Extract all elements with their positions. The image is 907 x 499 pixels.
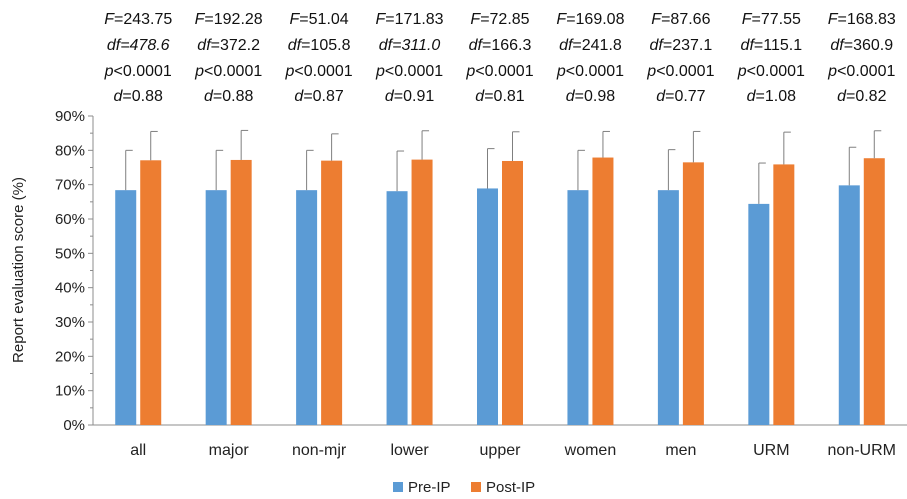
stat-F-label: F=192.28 [195,11,263,28]
y-tick-label: 90% [55,108,85,125]
stat-p-label: p<0.0001 [285,63,353,80]
y-tick-label: 40% [55,280,85,297]
legend-swatch-post-ip [471,482,481,492]
category-label: non-mjr [292,442,347,459]
stat-d-label: d=0.98 [566,88,615,105]
bar-pre-ip-lower [386,191,408,425]
legend-label-post-ip: Post-IP [486,479,535,496]
stat-d-label: d=1.08 [747,88,796,105]
y-tick-label: 50% [55,245,85,262]
stat-df-label: df=311.0 [379,37,441,54]
stat-p-label: p<0.0001 [194,63,262,80]
y-tick-label: 0% [63,417,85,434]
stat-p-label: p<0.0001 [737,63,805,80]
stat-d-label: d=0.77 [656,88,705,105]
axes: 0% 10% 20% 30% 40% 50% 60% 70% 80% 90% [55,108,907,434]
category-label: major [209,442,250,459]
stat-F-label: F=87.66 [651,11,710,28]
category-label: non-URM [828,442,896,459]
y-tick-label: 80% [55,142,85,159]
stat-df-label: df=166.3 [469,37,532,54]
stat-d-label: d=0.91 [385,88,434,105]
legend-swatch-pre-ip [393,482,403,492]
category-label: URM [753,442,789,459]
category-label: women [564,442,617,459]
stat-F-label: F=171.83 [376,11,444,28]
bar-pre-ip-upper [477,188,498,425]
bar-pre-ip-non-mjr [296,190,318,425]
bar-post-ip-major [230,159,252,426]
stat-df-label: df=360.9 [830,37,893,54]
bar-pre-ip-all [115,190,137,425]
stat-df-label: df=478.6 [107,37,170,54]
bar-pre-ip-urm [748,203,770,425]
stat-F-label: F=72.85 [470,11,529,28]
stat-p-label: p<0.0001 [827,63,895,80]
y-tick-label: 10% [55,383,85,400]
stat-F-label: F=169.08 [556,11,624,28]
stat-d-label: d=0.87 [294,88,343,105]
stat-d-label: d=0.88 [204,88,253,105]
bar-post-ip-non-mjr [321,160,343,425]
stat-df-label: df=105.8 [288,37,351,54]
stat-d-label: d=0.82 [837,88,886,105]
stat-F-label: F=77.55 [742,11,801,28]
stat-df-label: df=241.8 [559,37,622,54]
category-labels: all major non-mjr lower upper women men URM non-… [130,442,896,459]
bar-post-ip-non-urm [863,158,885,426]
category-label: upper [480,442,522,459]
stat-F-label: F=51.04 [290,11,349,28]
stat-df-label: df=372.2 [197,37,260,54]
stat-p-label: p<0.0001 [104,63,172,80]
legend-label-pre-ip: Pre-IP [408,479,451,496]
stat-d-label: d=0.88 [114,88,163,105]
bar-post-ip-all [140,160,162,426]
stat-df-label: df=237.1 [650,37,713,54]
category-label: all [130,442,146,459]
stat-F-label: F=243.75 [104,11,172,28]
stat-F-label: F=168.83 [828,11,896,28]
stat-p-label: p<0.0001 [465,63,533,80]
y-tick-label: 70% [55,177,85,194]
bar-post-ip-women [592,157,614,425]
bar-post-ip-men [682,162,704,425]
stat-d-label: d=0.81 [475,88,524,105]
category-label: men [665,442,696,459]
y-axis-title: Report evaluation score (%) [10,177,27,363]
legend: Pre-IP Post-IP [393,479,535,496]
y-tick-label: 30% [55,314,85,331]
y-tick-label: 60% [55,211,85,228]
bar-post-ip-urm [773,164,795,425]
bar-post-ip-upper [502,160,523,425]
stat-p-label: p<0.0001 [646,63,714,80]
stat-p-label: p<0.0001 [375,63,443,80]
stat-p-label: p<0.0001 [556,63,624,80]
bar-pre-ip-major [205,190,227,425]
bar-pre-ip-non-urm [838,185,860,425]
bar-pre-ip-women [567,190,589,425]
stat-df-label: df=115.1 [741,37,803,54]
error-bars [125,129,882,204]
category-label: lower [390,442,429,459]
bar-pre-ip-men [657,190,679,425]
y-tick-label: 20% [55,348,85,365]
bars [115,157,885,426]
stats-annotations: F=243.75 df=478.6 p<0.0001 d=0.88 F=192.28 df… [104,11,896,105]
bar-post-ip-lower [411,159,433,425]
